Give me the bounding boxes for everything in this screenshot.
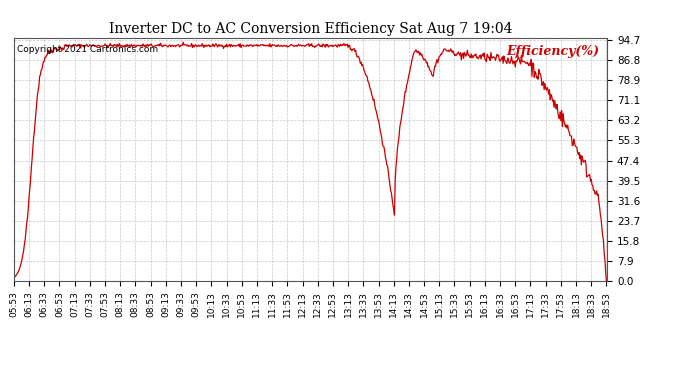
Text: Copyright 2021 Cartronics.com: Copyright 2021 Cartronics.com xyxy=(17,45,158,54)
Title: Inverter DC to AC Conversion Efficiency Sat Aug 7 19:04: Inverter DC to AC Conversion Efficiency … xyxy=(109,22,512,36)
Text: Efficiency(%): Efficiency(%) xyxy=(506,45,600,58)
